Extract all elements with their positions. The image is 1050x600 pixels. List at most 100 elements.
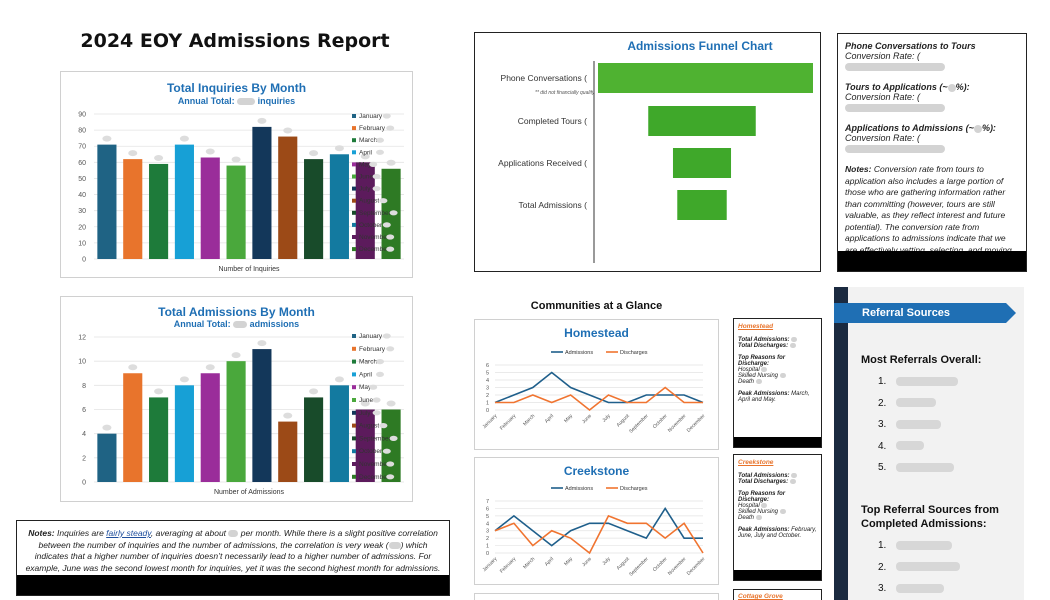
bar-january [97, 144, 117, 259]
y-tick-label: 0 [82, 480, 86, 487]
bar-march [149, 397, 169, 482]
legend-swatch [352, 423, 356, 428]
legend-value-redacted [372, 397, 381, 403]
funnel-bar-1 [648, 106, 756, 136]
bar-november [355, 162, 375, 259]
inquiries-bar-chart: 0 10 20 30 40 50 60 70 80 90 Number of Inquiries Ja… [78, 112, 404, 273]
x-tick-label: October [652, 413, 669, 430]
legend-value-redacted [372, 173, 381, 180]
referral-title: Referral Sources [862, 307, 951, 319]
y-tick-label: 4 [486, 521, 489, 527]
legend-value-redacted [376, 371, 384, 377]
funnel-chart-title: Admissions Funnel Chart [627, 39, 773, 53]
inquiries-notes-box: Notes: Inquiries are fairly steady, aver… [16, 520, 450, 596]
y-tick-label: 5 [486, 514, 489, 520]
referral-list-item: 1. [878, 376, 958, 387]
homestead-summary-title: Homestead [738, 323, 774, 330]
top-referral-sources-heading: Top Referral Sources from Completed Admi… [861, 504, 999, 530]
legend-value-redacted [376, 149, 384, 155]
referral-name-redacted [896, 441, 924, 451]
funnel-chart: Phone Conversations (Completed Tours (Ap… [498, 61, 813, 263]
legend-entry: October [359, 222, 383, 229]
referral-list-item: 2. [878, 562, 960, 573]
most-referrals-heading: Most Referrals Overall: [861, 354, 982, 366]
x-tick-label: January [482, 413, 499, 430]
legend-entry: February [359, 346, 386, 353]
referral-list-item: 3. [878, 419, 941, 430]
referral-rank: 1. [878, 540, 887, 551]
y-tick-label: 10 [78, 240, 86, 247]
inquiries-chart-subtitle: Annual Total: inquiries [177, 96, 296, 106]
communities-title: Communities at a Glance [530, 300, 663, 312]
referral-name-redacted [896, 419, 941, 429]
legend-value-redacted [386, 246, 395, 252]
legend-swatch [352, 114, 356, 118]
bar-august [278, 421, 298, 482]
y-tick-label: 0 [486, 551, 489, 557]
legend-value-redacted [382, 448, 391, 454]
referral-list-item: 4. [878, 441, 924, 452]
legend-swatch [352, 150, 356, 155]
y-tick-label: 2 [486, 536, 489, 542]
referral-rank: 2. [878, 397, 887, 409]
funnel-chart-box: Admissions Funnel Chart Phone Conversati… [474, 32, 821, 272]
x-tick-label: March [522, 413, 536, 427]
homestead-summary-box: Homestead Total Admissions: Total Discha… [733, 318, 822, 448]
legend-swatch [352, 410, 356, 415]
x-axis-label: Number of Admissions [214, 489, 285, 496]
homestead-reason-1: Hospital [738, 367, 817, 373]
bar-april [174, 385, 194, 482]
creekstone-peak: Peak Admissions: February, June, July an… [738, 527, 817, 540]
x-tick-label: July [601, 556, 612, 567]
legend-value-redacted [386, 125, 395, 131]
conversion-footer-bar [838, 251, 1026, 271]
legend-value-redacted [369, 161, 378, 167]
conversion-box: Phone Conversations to Tours Conversion … [837, 33, 1027, 272]
legend-entry: August [359, 423, 379, 430]
legend-swatch [352, 174, 356, 179]
y-tick-label: 30 [78, 208, 86, 215]
series-admissions [494, 371, 704, 404]
legend-entry: November [359, 461, 390, 468]
legend-value-redacted [369, 384, 378, 390]
admissions-bar-chart: 0 2 4 6 8 10 12 Number of Admissions January Febr… [78, 333, 404, 496]
x-tick-label: May [563, 556, 574, 567]
y-tick-label: 4 [82, 431, 86, 438]
y-tick-label: 6 [486, 363, 489, 369]
bar-september [304, 397, 324, 482]
referral-name-redacted [896, 540, 952, 550]
x-tick-label: October [652, 556, 669, 573]
x-tick-label: November [667, 413, 688, 434]
x-tick-label: August [616, 556, 632, 572]
legend-entry: Admissions [565, 350, 593, 356]
legend-entry: January [359, 333, 383, 340]
y-tick-label: 10 [78, 359, 86, 366]
x-axis-label: Number of Inquiries [218, 266, 280, 273]
legend-swatch [352, 346, 356, 351]
legend-entry: December [359, 474, 390, 481]
homestead-chart-title: Homestead [564, 326, 629, 340]
legend-entry: Admissions [565, 486, 593, 492]
referral-panel-edge [834, 287, 848, 600]
bar-february [123, 373, 143, 482]
cottage-summary-box: Cottage Grove [733, 589, 822, 600]
bar-may [200, 157, 220, 259]
legend-entry: December [359, 246, 390, 253]
legend-entry: Discharges [620, 486, 648, 492]
legend-swatch [352, 138, 356, 143]
data-label-redacted [334, 145, 344, 152]
funnel-label: Applications Received ( [498, 158, 587, 168]
y-tick-label: 60 [78, 160, 86, 167]
fairly-steady-link[interactable]: fairly steady [106, 528, 151, 538]
legend-swatch [352, 436, 356, 441]
referral-rank: 4. [878, 440, 887, 452]
legend-value-redacted [386, 461, 395, 467]
funnel-bar-3 [677, 190, 727, 220]
legend-swatch [352, 162, 356, 167]
report-title: 2024 EOY Admissions Report [80, 30, 390, 52]
referral-name-redacted [896, 562, 960, 572]
legend-entry: June [359, 397, 373, 404]
legend-entry: January [359, 113, 383, 120]
x-tick-label: June [581, 556, 593, 568]
legend-entry: November [359, 234, 390, 241]
